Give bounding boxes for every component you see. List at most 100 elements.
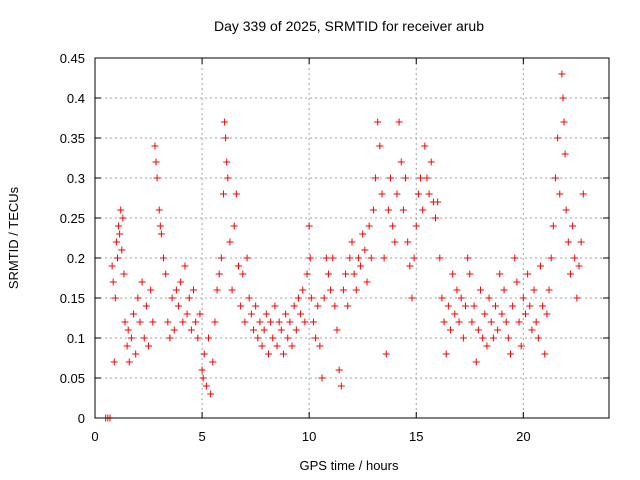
data-point — [226, 238, 234, 246]
data-point — [406, 262, 414, 270]
data-point — [423, 174, 431, 182]
data-point — [517, 342, 525, 350]
data-point — [307, 294, 315, 302]
data-point — [303, 270, 311, 278]
data-point — [258, 342, 266, 350]
data-point — [275, 318, 283, 326]
chart-title: Day 339 of 2025, SRMTID for receiver aru… — [214, 18, 484, 34]
data-point — [427, 158, 435, 166]
grid-lines — [95, 58, 609, 418]
data-point — [290, 302, 298, 310]
data-point — [543, 310, 551, 318]
data-point — [312, 334, 320, 342]
data-point — [209, 358, 217, 366]
data-point — [223, 158, 231, 166]
data-point — [500, 286, 508, 294]
x-tick-labels: 0 5 10 15 20 — [91, 429, 530, 444]
data-point — [562, 206, 570, 214]
data-point — [200, 350, 208, 358]
data-point — [306, 254, 314, 262]
data-point — [333, 326, 341, 334]
data-point — [152, 158, 160, 166]
data-point — [230, 222, 238, 230]
data-point — [111, 294, 119, 302]
data-point — [118, 246, 126, 254]
data-point — [399, 206, 407, 214]
data-point — [577, 238, 585, 246]
data-point — [457, 294, 465, 302]
data-point — [359, 230, 367, 238]
data-point — [485, 294, 493, 302]
data-point — [363, 278, 371, 286]
data-point — [215, 270, 223, 278]
data-point — [346, 254, 354, 262]
data-point — [382, 350, 390, 358]
data-point — [123, 342, 131, 350]
data-point — [434, 198, 442, 206]
data-point — [560, 118, 568, 126]
y-tick-label: 0 — [78, 411, 85, 426]
data-point — [395, 118, 403, 126]
data-points — [102, 70, 587, 422]
data-point — [179, 318, 187, 326]
data-point — [288, 342, 296, 350]
data-point — [402, 174, 410, 182]
data-point — [190, 286, 198, 294]
data-point — [183, 310, 191, 318]
data-point — [109, 278, 117, 286]
axis-ticks — [94, 57, 609, 419]
data-point — [245, 294, 253, 302]
data-point — [558, 70, 566, 78]
data-point — [299, 286, 307, 294]
data-point — [207, 390, 215, 398]
data-point — [243, 254, 251, 262]
data-point — [305, 222, 313, 230]
data-point — [361, 246, 369, 254]
x-axis-label: GPS time / hours — [300, 458, 399, 473]
data-point — [252, 302, 260, 310]
data-point — [342, 270, 350, 278]
data-point — [387, 174, 395, 182]
data-point — [489, 334, 497, 342]
data-point — [115, 222, 123, 230]
data-point — [149, 318, 157, 326]
data-point — [513, 278, 521, 286]
data-point — [224, 174, 232, 182]
data-point — [455, 318, 463, 326]
data-point — [269, 334, 277, 342]
data-point — [175, 302, 183, 310]
data-point — [110, 358, 118, 366]
data-point — [113, 254, 121, 262]
data-point — [112, 238, 120, 246]
data-point — [432, 214, 440, 222]
data-point — [117, 206, 125, 214]
data-point — [494, 326, 502, 334]
data-point — [447, 326, 455, 334]
data-point — [309, 318, 317, 326]
data-point — [199, 374, 207, 382]
data-point — [294, 294, 302, 302]
data-point — [116, 230, 124, 238]
data-point — [442, 350, 450, 358]
data-point — [524, 270, 532, 278]
data-point — [376, 142, 384, 150]
data-point — [282, 310, 290, 318]
data-point — [136, 318, 144, 326]
data-point — [419, 206, 427, 214]
data-point — [549, 222, 557, 230]
data-point — [573, 294, 581, 302]
data-point — [569, 222, 577, 230]
data-point — [162, 270, 170, 278]
data-point — [222, 134, 230, 142]
data-point — [168, 294, 176, 302]
data-point — [187, 326, 195, 334]
data-point — [472, 358, 480, 366]
data-point — [156, 222, 164, 230]
data-point — [393, 190, 401, 198]
data-point — [464, 254, 472, 262]
data-point — [425, 190, 433, 198]
data-point — [331, 302, 339, 310]
data-point — [327, 286, 335, 294]
data-point — [292, 326, 300, 334]
data-point — [374, 118, 382, 126]
